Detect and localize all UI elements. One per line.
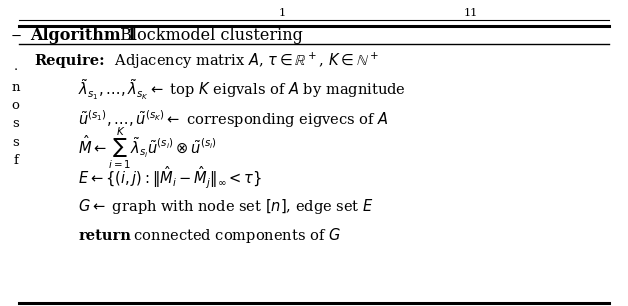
Text: $\tilde{u}^{(s_1)}, \ldots, \tilde{u}^{(s_K)} \leftarrow$ corresponding eigvecs : $\tilde{u}^{(s_1)}, \ldots, \tilde{u}^{(… [78,109,389,130]
Text: Algorithm 1: Algorithm 1 [30,27,138,44]
Text: return: return [78,229,131,243]
Text: 11: 11 [464,8,478,18]
Text: 1: 1 [279,8,286,18]
Text: s: s [13,136,19,149]
Text: connected components of $G$: connected components of $G$ [129,226,340,245]
Text: f: f [13,154,18,167]
Text: $\tilde{\lambda}_{s_1}, \ldots, \tilde{\lambda}_{s_K} \leftarrow$ top $K$ eigval: $\tilde{\lambda}_{s_1}, \ldots, \tilde{\… [78,78,406,103]
Text: $E \leftarrow \{(i,j) : \|\hat{M}_i - \hat{M}_j\|_\infty < \tau\}$: $E \leftarrow \{(i,j) : \|\hat{M}_i - \h… [78,164,263,191]
Text: $G \leftarrow$ graph with node set $[n]$, edge set $E$: $G \leftarrow$ graph with node set $[n]$… [78,197,374,216]
Text: s: s [13,118,19,130]
Text: $\cdot$: $\cdot$ [13,62,18,75]
Text: Adjacency matrix $A$, $\tau \in \mathbb{R}^+$, $K \in \mathbb{N}^+$: Adjacency matrix $A$, $\tau \in \mathbb{… [110,51,379,71]
Text: $\hat{M} \leftarrow \sum_{i=1}^{K} \tilde{\lambda}_{s_i} \tilde{u}^{(s_i)} \otim: $\hat{M} \leftarrow \sum_{i=1}^{K} \tild… [78,126,217,171]
Text: Require:: Require: [35,54,105,68]
Text: Blockmodel clustering: Blockmodel clustering [115,27,303,44]
Text: o: o [12,99,19,112]
Text: n: n [11,81,20,94]
Text: $-$: $-$ [10,29,21,42]
